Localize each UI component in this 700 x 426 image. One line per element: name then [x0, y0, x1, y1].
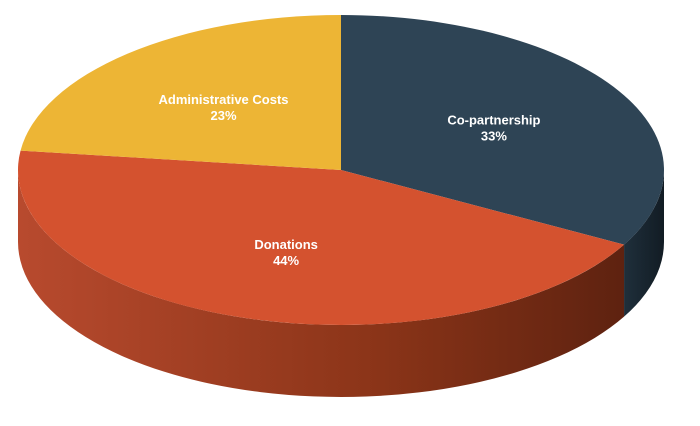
slice-co-partnership — [341, 15, 664, 245]
slice-value-administrative-costs: 23% — [211, 108, 237, 123]
slice-label-administrative-costs: Administrative Costs — [158, 92, 288, 107]
pie-tops — [18, 14, 664, 325]
slice-label-donations: Donations — [254, 237, 318, 252]
slice-value-co-partnership: 33% — [481, 129, 507, 144]
slice-value-donations: 44% — [273, 253, 299, 268]
slice-side-co-partnership — [624, 170, 664, 317]
slice-label-co-partnership: Co-partnership — [447, 113, 540, 128]
slice-donations — [18, 150, 625, 325]
slice-side-donations — [18, 170, 625, 397]
pie-sides — [18, 170, 664, 397]
slice-administrative-costs — [20, 14, 342, 170]
